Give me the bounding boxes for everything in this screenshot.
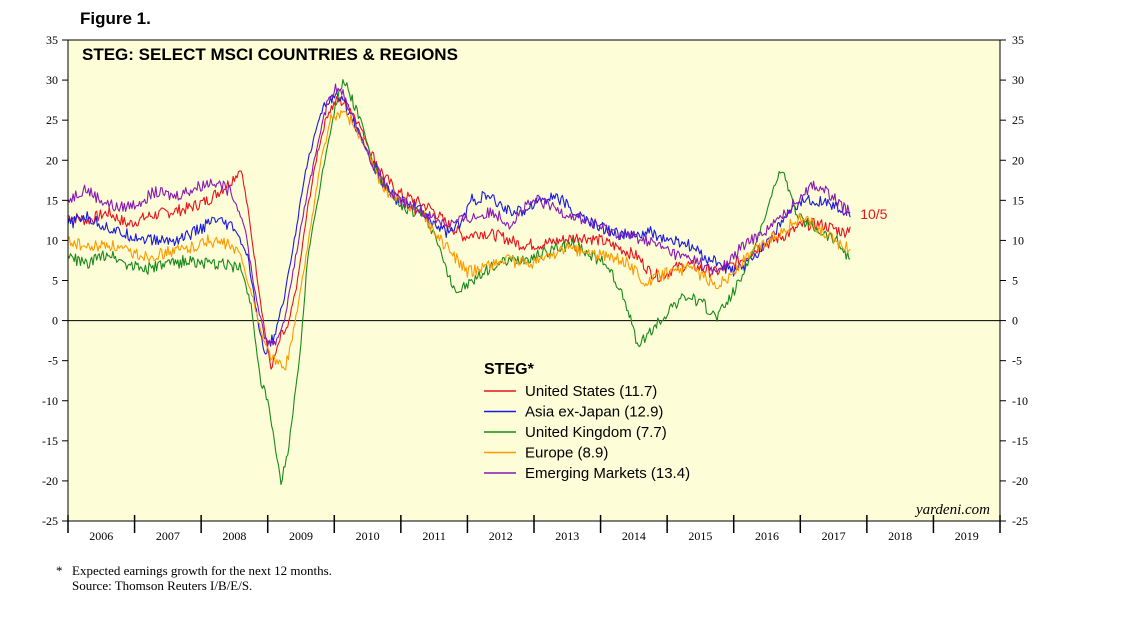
series-line-united-kingdom xyxy=(67,79,851,486)
x-tick-label: 2011 xyxy=(422,529,446,543)
x-tick-label: 2016 xyxy=(755,529,779,543)
x-tick-label: 2014 xyxy=(622,529,646,543)
legend: STEG* United States (11.7) Asia ex-Japan … xyxy=(484,361,690,482)
y-tick-label-right: 5 xyxy=(1012,274,1018,288)
x-tick-label: 2012 xyxy=(489,529,513,543)
footnote-line-1: Expected earnings growth for the next 12… xyxy=(72,563,332,578)
series-line-emerging-markets xyxy=(67,83,851,346)
y-tick-label-right: 35 xyxy=(1012,33,1024,47)
legend-label-europe: Europe (8.9) xyxy=(525,445,608,462)
y-tick-label-left: -25 xyxy=(42,514,58,528)
series-line-europe xyxy=(67,110,851,371)
y-tick-label-right: 0 xyxy=(1012,314,1018,328)
y-tick-label-left: 20 xyxy=(46,153,58,167)
y-tick-label-left: -20 xyxy=(42,474,58,488)
y-axis-right-labels: 35 30 25 20 15 10 5 0 -5 -10 -15 -20 -25 xyxy=(1012,33,1028,528)
y-tick-label-right: 25 xyxy=(1012,113,1024,127)
x-tick-label: 2015 xyxy=(688,529,712,543)
x-tick-label: 2018 xyxy=(888,529,912,543)
series-line-asia-ex-japan xyxy=(67,91,851,355)
x-tick-label: 2019 xyxy=(955,529,979,543)
y-tick-label-right: -25 xyxy=(1012,514,1028,528)
y-tick-label-left: 0 xyxy=(52,314,58,328)
series-group xyxy=(67,79,851,486)
watermark: yardeni.com xyxy=(914,502,990,518)
axis-ticks xyxy=(62,39,1006,533)
x-tick-label: 2017 xyxy=(822,529,846,543)
y-tick-label-right: -10 xyxy=(1012,394,1028,408)
y-tick-label-left: -10 xyxy=(42,394,58,408)
legend-label-asia-ex-japan: Asia ex-Japan (12.9) xyxy=(525,404,663,421)
x-tick-label: 2006 xyxy=(89,529,113,543)
y-tick-label-right: 20 xyxy=(1012,153,1024,167)
y-tick-label-right: 15 xyxy=(1012,193,1024,207)
legend-title: STEG* xyxy=(484,361,535,378)
y-tick-label-right: -20 xyxy=(1012,474,1028,488)
x-tick-label: 2013 xyxy=(555,529,579,543)
chart-title: STEG: SELECT MSCI COUNTRIES & REGIONS xyxy=(82,45,458,64)
plot-background xyxy=(68,40,1000,521)
y-axis-left-labels: 35 30 25 20 15 10 5 0 -5 -10 -15 -20 -25 xyxy=(42,33,58,528)
footnote: * Expected earnings growth for the next 1… xyxy=(56,563,332,593)
footnote-line-2: Source: Thomson Reuters I/B/E/S. xyxy=(72,578,253,593)
legend-label-emerging-markets: Emerging Markets (13.4) xyxy=(525,465,690,482)
x-tick-label: 2008 xyxy=(222,529,246,543)
x-tick-label: 2009 xyxy=(289,529,313,543)
y-tick-label-left: 15 xyxy=(46,193,58,207)
last-date-annotation: 10/5 xyxy=(860,206,887,222)
footnote-marker: * xyxy=(56,563,63,578)
y-tick-label-left: -5 xyxy=(48,354,58,368)
y-tick-label-left: 30 xyxy=(46,73,58,87)
y-tick-label-left: 25 xyxy=(46,113,58,127)
y-tick-label-left: 5 xyxy=(52,274,58,288)
y-tick-label-right: 30 xyxy=(1012,73,1024,87)
x-tick-label: 2010 xyxy=(356,529,380,543)
figure-label: Figure 1. xyxy=(80,9,151,28)
y-tick-label-left: 35 xyxy=(46,33,58,47)
x-tick-label: 2007 xyxy=(156,529,180,543)
y-tick-label-right: 10 xyxy=(1012,233,1024,247)
series-line-united-states xyxy=(67,96,851,370)
y-tick-label-left: -15 xyxy=(42,434,58,448)
y-tick-label-right: -5 xyxy=(1012,354,1022,368)
legend-label-united-kingdom: United Kingdom (7.7) xyxy=(525,424,667,441)
y-tick-label-right: -15 xyxy=(1012,434,1028,448)
legend-label-united-states: United States (11.7) xyxy=(525,383,657,400)
x-axis-labels: 2006 2007 2008 2009 2010 2011 2012 2013 2014 2015… xyxy=(89,529,978,543)
y-tick-label-left: 10 xyxy=(46,233,58,247)
